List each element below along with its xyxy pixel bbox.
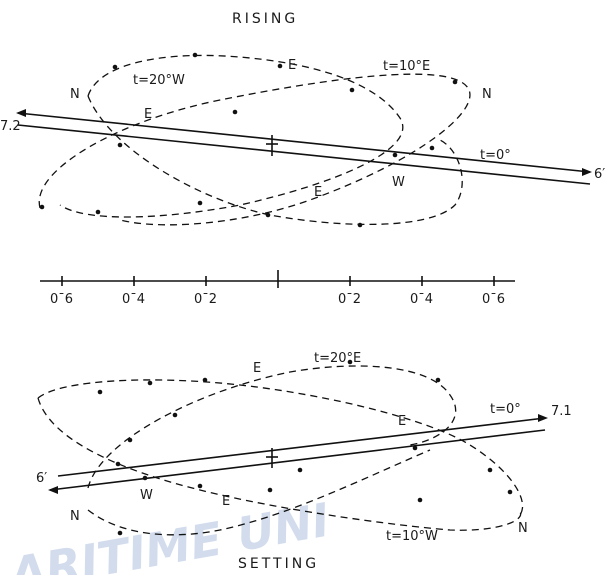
setting-start-label: 6′	[36, 471, 47, 486]
rising-label-t10e: t=10°E	[383, 59, 430, 74]
rising-loop-t10e	[38, 73, 471, 226]
scale-tick-label: 0ˉ6	[482, 292, 505, 307]
scale-tick-label: 0ˉ4	[410, 292, 433, 307]
rising-arrow-right	[582, 168, 592, 176]
setting-title: SETTING	[238, 556, 319, 572]
rising-label-w: W	[392, 175, 405, 190]
setting-track-upper	[57, 417, 546, 477]
setting-label-e-bottom: E	[222, 494, 230, 509]
rising-label-e-bottom: E	[314, 185, 322, 200]
setting-label-t0: t=0°	[490, 402, 521, 417]
setting-label-n-left: N	[70, 509, 80, 524]
rising-loop-t20w	[59, 54, 404, 218]
setting-arrow-right	[538, 414, 548, 422]
setting-loop-upper	[87, 365, 457, 489]
scale-tick-label: 0ˉ2	[194, 292, 217, 307]
setting-loop-lower	[87, 449, 431, 536]
setting-trails	[37, 359, 548, 536]
setting-label-n-right: N	[518, 521, 528, 536]
rising-track-upper	[17, 112, 591, 173]
setting-label-e-top: E	[253, 361, 261, 376]
rising-label-t0: t=0°	[480, 148, 511, 163]
rising-start-label: 7.2	[0, 119, 21, 134]
setting-loop-t20e	[37, 379, 524, 516]
rising-end-label: 6′	[594, 167, 605, 182]
setting-label-t20e: t=20°E	[314, 351, 361, 366]
setting-label-w: W	[140, 488, 153, 503]
setting-label-t10w: t=10°W	[386, 529, 438, 544]
rising-label-n-left: N	[70, 87, 80, 102]
rising-trails	[16, 52, 592, 228]
rising-label-e-left: E	[144, 107, 152, 122]
scale-tick-label: 0ˉ4	[122, 292, 145, 307]
scale-tick-label: 0ˉ6	[50, 292, 73, 307]
setting-label-e-right: E	[398, 414, 406, 429]
rising-loop-inner	[87, 95, 463, 226]
scale-bar	[40, 270, 515, 288]
setting-loop-t10w	[37, 397, 522, 531]
setting-end-label: 7.1	[551, 404, 572, 419]
rising-label-e-top: E	[288, 58, 296, 73]
setting-arrow-left	[48, 486, 58, 494]
setting-track-lower	[49, 429, 546, 491]
scale-tick-label: 0ˉ2	[338, 292, 361, 307]
rising-title: RISING	[232, 11, 298, 27]
rising-label-t20w: t=20°W	[133, 73, 185, 88]
rising-label-n-right: N	[482, 87, 492, 102]
rising-arrow-left	[16, 109, 26, 117]
